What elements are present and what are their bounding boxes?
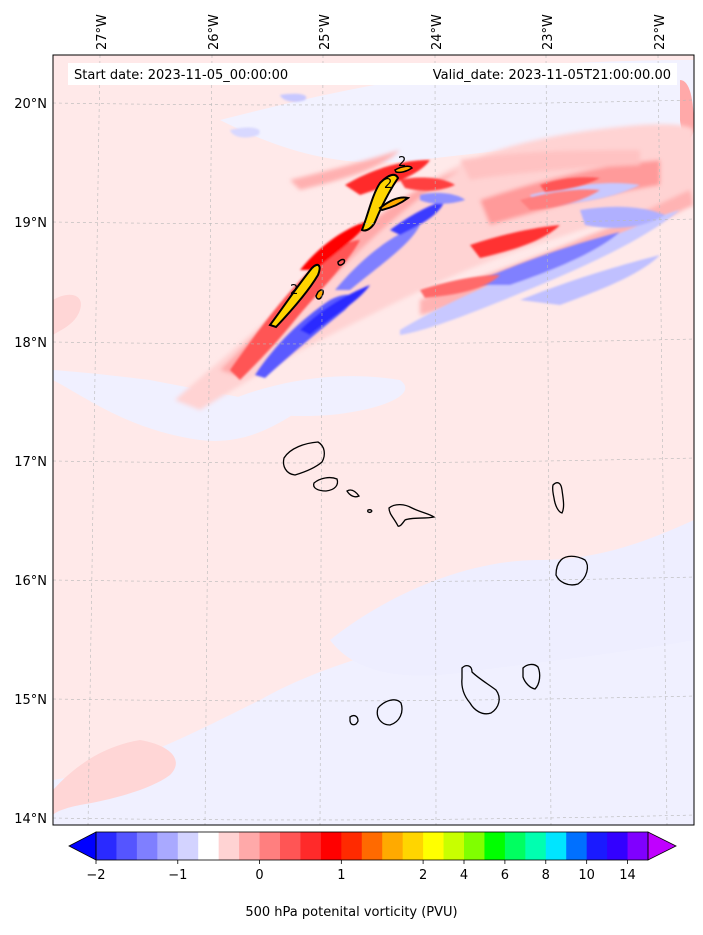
colorbar-swatch	[545, 832, 567, 860]
colorbar-swatch	[320, 832, 342, 860]
coastlines	[282, 441, 589, 726]
colorbar-swatch	[341, 832, 363, 860]
colorbar-swatch	[157, 832, 179, 860]
colorbar-min-arrow	[68, 831, 97, 861]
lat-label: 16°N	[14, 574, 47, 589]
lat-label: 17°N	[14, 455, 47, 470]
island-santiago	[461, 665, 500, 715]
longitude-labels: 27°W 26°W 25°W 24°W 23°W 22°W	[95, 14, 668, 50]
map-gridlines	[53, 55, 694, 825]
colorbar-tick-label: 0	[255, 868, 263, 883]
colorbar-title: 500 hPa potenital vorticity (PVU)	[245, 905, 458, 920]
colorbar-max-arrow	[647, 831, 677, 861]
pv-negative-streaks	[230, 93, 680, 378]
colorbar-swatch	[484, 832, 506, 860]
colorbar-tick-label: 8	[542, 868, 550, 883]
colorbar-swatch	[96, 832, 117, 860]
start-date-label: Start date: 2023-11-05_00:00:00	[74, 68, 288, 83]
latitude-labels: 20°N 19°N 18°N 17°N 16°N 15°N 14°N	[14, 97, 47, 827]
low-pv-region-mid	[230, 376, 406, 417]
colorbar-tick-label: −2	[86, 868, 105, 883]
colorbar-swatch	[177, 832, 199, 860]
lat-label: 19°N	[14, 216, 47, 231]
colorbar-ticks: −2 −1 0 1 2 4 6 8 10 14	[86, 860, 636, 883]
colorbar-tick-label: 6	[501, 868, 509, 883]
contour-label: 2	[290, 283, 298, 298]
lat-label: 14°N	[14, 812, 47, 827]
lat-label: 18°N	[14, 336, 47, 351]
colorbar-swatch	[423, 832, 445, 860]
island-boa-vista	[555, 555, 589, 586]
colorbar-swatch	[586, 832, 608, 860]
colorbar-swatch	[259, 832, 281, 860]
colorbar-tick-label: 14	[619, 868, 636, 883]
colorbar-swatch	[443, 832, 465, 860]
contour-label: 2	[398, 155, 406, 170]
colorbar-swatch	[361, 832, 383, 860]
lon-label: 23°W	[541, 14, 556, 50]
low-pv-region-west	[53, 370, 300, 441]
contour-label: 2	[384, 177, 392, 192]
low-pv-region-south	[53, 530, 694, 825]
map-panel: 2 2 2	[52, 54, 695, 826]
lon-label: 22°W	[653, 14, 668, 50]
pv-field: 2 2 2	[53, 55, 694, 825]
pv-patch-southwest	[53, 740, 176, 815]
colorbar-tick-label: −1	[168, 868, 187, 883]
island-santo-antao	[282, 441, 325, 476]
header-box	[68, 63, 677, 85]
colorbar-swatch	[504, 832, 526, 860]
valid-date-label: Valid_date: 2023-11-05T21:00:00.00	[433, 68, 671, 83]
colorbar-swatch	[300, 832, 322, 860]
colorbar-swatch	[607, 832, 629, 860]
lat-label: 15°N	[14, 693, 47, 708]
colorbar-swatch	[239, 832, 261, 860]
colorbar-swatch	[464, 832, 485, 860]
colorbar-swatch	[525, 832, 547, 860]
island-maio	[522, 663, 541, 690]
colorbar-tick-label: 10	[578, 868, 595, 883]
colorbar-swatch	[402, 832, 424, 860]
colorbar: −2 −1 0 1 2 4 6 8 10 14	[68, 831, 677, 883]
colorbar-frame	[95, 831, 649, 861]
pv-patch-west-edge	[53, 294, 81, 335]
pv-patch-northeast-edge	[680, 80, 694, 139]
island-brava	[349, 714, 359, 726]
island-branco	[367, 509, 373, 514]
island-sao-vicente	[312, 476, 339, 492]
pv-peak-regions	[268, 165, 414, 329]
colorbar-swatch	[280, 832, 301, 860]
colorbar-swatch	[116, 832, 138, 860]
colorbar-swatch	[382, 832, 404, 860]
low-pv-region-south-central	[330, 520, 694, 676]
island-sao-nicolau	[388, 503, 436, 527]
colorbar-swatch	[136, 832, 158, 860]
lat-label: 20°N	[14, 97, 47, 112]
lon-label: 27°W	[95, 14, 110, 50]
colorbar-tick-label: 4	[460, 868, 468, 883]
lon-label: 25°W	[318, 14, 333, 50]
island-santa-luzia	[346, 489, 360, 498]
colorbar-swatch	[566, 832, 588, 860]
lon-label: 24°W	[430, 14, 445, 50]
lon-label: 26°W	[207, 14, 222, 50]
pv-high-cores	[230, 160, 600, 380]
map-frame	[52, 54, 695, 826]
colorbar-swatch	[198, 832, 220, 860]
colorbar-swatches	[96, 832, 649, 860]
island-sal	[551, 482, 565, 514]
colorbar-tick-label: 1	[337, 868, 345, 883]
colorbar-swatch	[627, 832, 649, 860]
island-fogo	[376, 699, 403, 726]
colorbar-swatch	[218, 832, 240, 860]
colorbar-tick-label: 2	[419, 868, 427, 883]
